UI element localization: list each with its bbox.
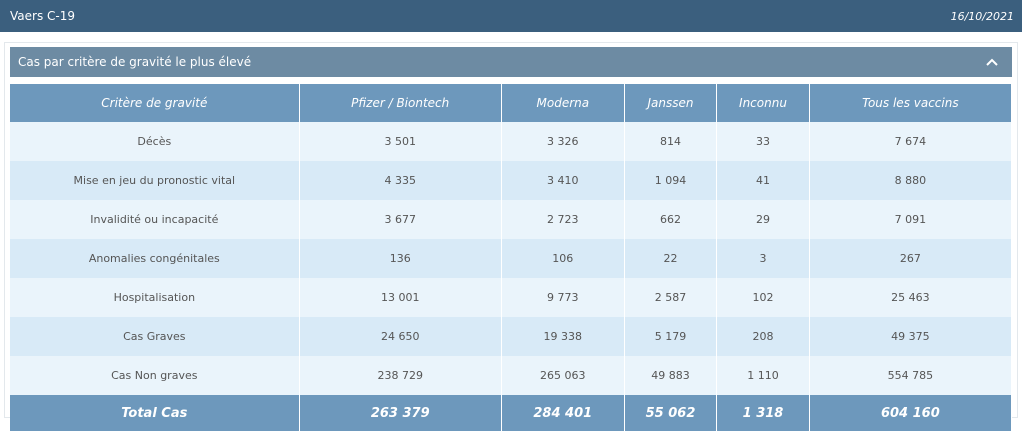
cell: 2 723 — [501, 200, 625, 239]
cell: Cas Graves — [10, 317, 300, 356]
cell: 49 883 — [624, 356, 718, 395]
table-row: Invalidité ou incapacité 3 677 2 723 662 29 7… — [10, 200, 1013, 239]
header-title: Vaers C-19 — [10, 9, 75, 23]
column-header: Tous les vaccins — [809, 84, 1013, 122]
panel-title: Cas par critère de gravité le plus élevé — [18, 55, 252, 69]
table-row: Cas Graves 24 650 19 338 5 179 208 49 375 — [10, 317, 1013, 356]
total-cell: Total Cas — [10, 395, 300, 431]
cell: 4 335 — [299, 161, 502, 200]
cell: 136 — [299, 239, 502, 278]
cell: 267 — [809, 239, 1013, 278]
cell: 3 — [716, 239, 810, 278]
table-row: Hospitalisation 13 001 9 773 2 587 102 25 463 — [10, 278, 1013, 317]
cell: Mise en jeu du pronostic vital — [10, 161, 300, 200]
cell: Anomalies congénitales — [10, 239, 300, 278]
cell: 238 729 — [299, 356, 502, 395]
column-header: Moderna — [501, 84, 625, 122]
total-row: Total Cas 263 379 284 401 55 062 1 318 604 16… — [10, 395, 1013, 431]
cell: 19 338 — [501, 317, 625, 356]
total-cell: 1 318 — [716, 395, 810, 431]
cell: 33 — [716, 122, 810, 161]
cell: 41 — [716, 161, 810, 200]
column-header: Pfizer / Biontech — [299, 84, 502, 122]
table-row: Décès 3 501 3 326 814 33 7 674 — [10, 122, 1013, 161]
column-header: Inconnu — [716, 84, 810, 122]
total-cell: 284 401 — [501, 395, 625, 431]
panel-header[interactable]: Cas par critère de gravité le plus élevé — [10, 47, 1012, 77]
cell: 554 785 — [809, 356, 1013, 395]
column-header: Janssen — [624, 84, 718, 122]
cell: 49 375 — [809, 317, 1013, 356]
header-row: Critère de gravité Pfizer / Biontech Moder… — [10, 84, 1013, 122]
cell: 3 410 — [501, 161, 625, 200]
cell: Décès — [10, 122, 300, 161]
cell: 1 094 — [624, 161, 718, 200]
total-cell: 263 379 — [299, 395, 502, 431]
cell: 29 — [716, 200, 810, 239]
header-date: 16/10/2021 — [950, 9, 1014, 23]
column-header: Critère de gravité — [10, 84, 300, 122]
cell: Invalidité ou incapacité — [10, 200, 300, 239]
cell: 3 501 — [299, 122, 502, 161]
cell: 2 587 — [624, 278, 718, 317]
cell: 106 — [501, 239, 625, 278]
container: Cas par critère de gravité le plus élevé… — [4, 42, 1018, 431]
cell: 1 110 — [716, 356, 810, 395]
total-cell: 55 062 — [624, 395, 718, 431]
header: Vaers C-19 16/10/2021 — [0, 0, 1022, 32]
table-row: Mise en jeu du pronostic vital 4 335 3 410… — [10, 161, 1013, 200]
table: Critère de gravité Pfizer / Biontech Moder… — [10, 84, 1013, 431]
cell: 102 — [716, 278, 810, 317]
cell: 814 — [624, 122, 718, 161]
collapse-icon[interactable] — [986, 58, 998, 66]
cell: 5 179 — [624, 317, 718, 356]
cell: 3 677 — [299, 200, 502, 239]
cell: 662 — [624, 200, 718, 239]
cell: 3 326 — [501, 122, 625, 161]
cell: Hospitalisation — [10, 278, 300, 317]
table-row: Cas Non graves 238 729 265 063 49 883 1 110 5… — [10, 356, 1013, 395]
cell: 265 063 — [501, 356, 625, 395]
cell: 22 — [624, 239, 718, 278]
total-cell: 604 160 — [809, 395, 1013, 431]
cell: 24 650 — [299, 317, 502, 356]
cell: 13 001 — [299, 278, 502, 317]
cell: 8 880 — [809, 161, 1013, 200]
cell: 25 463 — [809, 278, 1013, 317]
cell: 7 091 — [809, 200, 1013, 239]
table-row: Anomalies congénitales 136 106 22 3 267 — [10, 239, 1013, 278]
cell: 9 773 — [501, 278, 625, 317]
table-body: Décès 3 501 3 326 814 33 7 674 Mise en jeu du … — [10, 122, 1013, 395]
cell: Cas Non graves — [10, 356, 300, 395]
cell: 7 674 — [809, 122, 1013, 161]
cell: 208 — [716, 317, 810, 356]
